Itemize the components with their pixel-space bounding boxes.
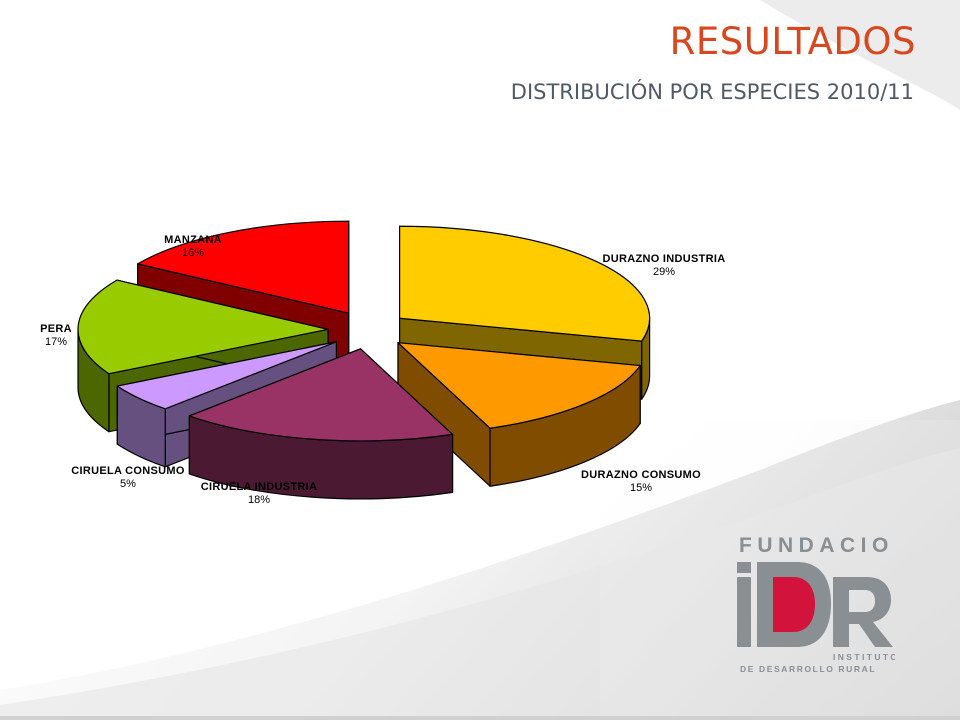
- slice-percent: 29%: [653, 266, 675, 278]
- slice-percent: 16%: [182, 247, 204, 259]
- pie-slice-durazno-consumo: [397, 342, 641, 487]
- slice-label: DURAZNO INDUSTRIA: [602, 253, 725, 265]
- slice-label: DURAZNO CONSUMO: [581, 469, 701, 481]
- slice-percent: 17%: [45, 336, 67, 348]
- slice-label: MANZANA: [164, 234, 222, 246]
- logo-line1: INSTITUTO: [833, 652, 895, 662]
- slide-title: RESULTADOS: [669, 20, 916, 63]
- slice-label: PERA: [40, 323, 72, 335]
- chart-subtitle: DISTRIBUCIÓN POR ESPECIES 2010/11: [510, 80, 914, 104]
- pie-slice-ciruela-industria: [188, 348, 454, 500]
- slice-percent: 15%: [630, 482, 652, 494]
- fundacion-idr-logo: FUNDACION INSTITUTO DE DESARROLLO RURAL: [737, 534, 895, 674]
- slice-percent: 5%: [120, 478, 136, 490]
- logo-top-text: FUNDACION: [739, 534, 895, 557]
- slice-label: CIRUELA INDUSTRIA: [201, 481, 318, 493]
- slice-percent: 18%: [248, 494, 270, 506]
- logo-line2: DE DESARROLLO RURAL: [740, 664, 876, 674]
- slice-label: CIRUELA CONSUMO: [71, 465, 185, 477]
